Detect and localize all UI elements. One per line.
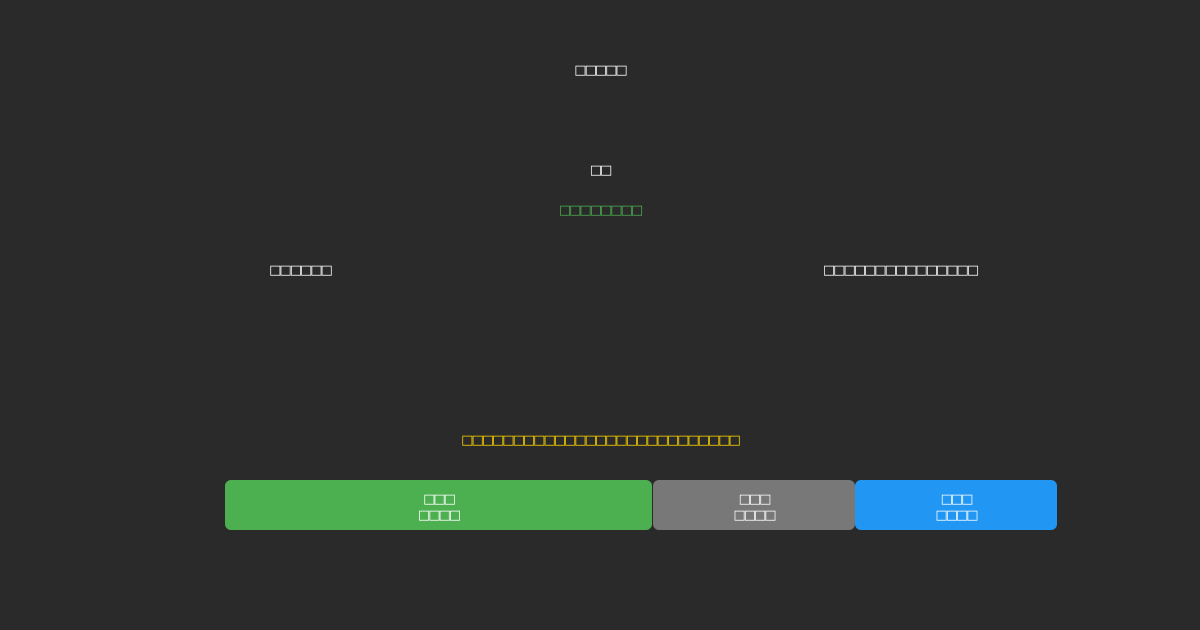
score-text: □□	[589, 163, 613, 178]
button-line1: □□□	[940, 492, 974, 507]
button-line1: □□□	[738, 492, 772, 507]
page-title: □□□□□	[574, 63, 627, 78]
button-line2: □□□□	[417, 508, 461, 523]
button-line1: □□□	[423, 492, 456, 507]
status-text: □□□□□□□□	[558, 203, 643, 218]
option-button-1[interactable]: □□□ □□□□	[225, 480, 652, 530]
option-button-2[interactable]: □□□ □□□□	[653, 480, 855, 530]
left-label: □□□□□□	[269, 263, 333, 278]
option-button-3[interactable]: □□□ □□□□	[855, 480, 1057, 530]
right-label: □□□□□□□□□□□□□□□	[822, 263, 979, 278]
hint-text: □□□□□□□□□□□□□□□□□□□□□□□□□□□	[461, 433, 741, 448]
button-line2: □□□□	[733, 508, 776, 523]
button-line2: □□□□	[935, 508, 978, 523]
